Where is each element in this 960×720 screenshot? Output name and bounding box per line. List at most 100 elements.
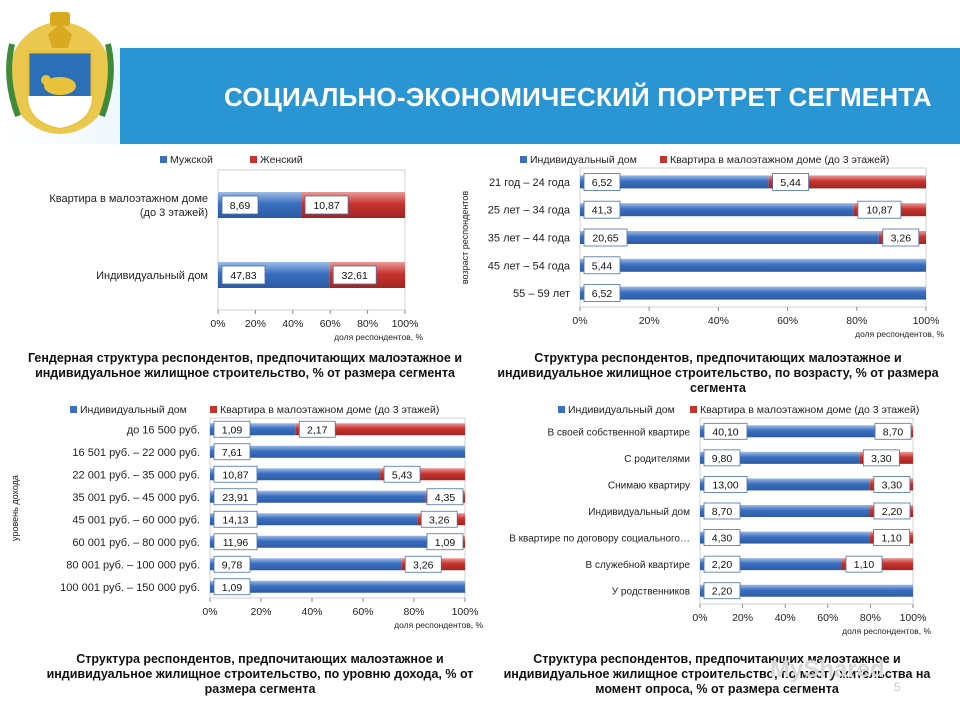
residence-legend-swatch-0 — [558, 406, 565, 413]
residence-xtick-label: 20% — [732, 612, 753, 624]
page-title: СОЦИАЛЬНО-ЭКОНОМИЧЕСКИЙ ПОРТРЕТ СЕГМЕНТА — [224, 82, 932, 112]
residence-category-label: В квартире по договору социального… — [509, 534, 690, 545]
income-bar-blue — [210, 513, 418, 526]
age-data-label-box — [583, 256, 621, 275]
income-xtick-label: 0% — [202, 606, 217, 618]
income-data-label: 10,87 — [222, 469, 248, 481]
income-x-axis-label: доля респондентов, % — [394, 620, 483, 630]
gender-xtick-label: 40% — [282, 318, 303, 330]
income-data-label: 1,09 — [435, 537, 456, 549]
residence-data-label-box — [862, 449, 900, 467]
residence-bar-blue — [700, 584, 913, 597]
age-xtick-label: 0% — [572, 315, 587, 327]
income-bar-blue — [210, 490, 426, 503]
gender-category-label: Индивидуальный дом — [96, 270, 208, 282]
income-bar-blue — [210, 580, 465, 593]
gender-caption: Гендерная структура респондентов, предпо… — [27, 351, 463, 380]
age-data-label-box — [583, 172, 621, 191]
gender-legend-label-0: Мужской — [170, 154, 213, 166]
gender-data-label: 47,83 — [230, 270, 256, 282]
residence-data-label-box — [873, 476, 911, 493]
income-bar-blue — [210, 535, 444, 548]
residence-chart-svg: Индивидуальный дом Квартира в малоэтажном… — [509, 404, 931, 636]
income-plot-frame — [209, 417, 466, 599]
income-data-label: 2,17 — [307, 424, 328, 436]
income-legend-label-0: Индивидуальный дом — [80, 404, 187, 416]
income-data-label-box — [298, 420, 336, 438]
income-data-label: 3,26 — [429, 514, 450, 526]
age-legend-swatch-0 — [520, 156, 527, 163]
age-data-label: 20,65 — [592, 233, 618, 245]
gender-data-label-box — [332, 265, 377, 285]
income-data-label: 7,61 — [222, 447, 243, 459]
income-category-label: 22 001 руб. – 35 000 руб. — [72, 469, 200, 481]
residence-data-label-box — [703, 529, 741, 546]
page-number: 5 — [894, 680, 901, 694]
age-bar-blue — [580, 258, 926, 272]
income-chart: Индивидуальный дом Квартира в малоэтажном… — [10, 400, 490, 635]
gender-xtick-label: 80% — [357, 318, 378, 330]
residence-data-label-box — [873, 529, 911, 546]
gender-data-label: 10,87 — [313, 200, 339, 212]
age-category-label: 45 лет – 54 года — [488, 260, 571, 272]
age-data-label-box — [583, 284, 621, 303]
income-category-label: до 16 500 руб. — [127, 424, 200, 436]
gender-xtick-label: 100% — [392, 318, 419, 330]
income-data-label-box — [213, 488, 258, 506]
age-xtick-label: 60% — [777, 315, 798, 327]
income-caption: Структура респондентов, предпочитающих м… — [46, 652, 474, 696]
residence-category-label: В служебной квартире — [586, 559, 691, 571]
income-bar-blue — [210, 445, 465, 458]
residence-category-label: У родственников — [612, 587, 690, 598]
gender-data-label: 8,69 — [230, 200, 251, 212]
gender-xtick-label: 20% — [245, 318, 266, 330]
income-data-label: 4,35 — [435, 492, 456, 504]
income-chart-svg: Индивидуальный дом Квартира в малоэтажном… — [10, 404, 483, 630]
residence-caption: Структура респондентов, предпочитающих м… — [503, 652, 931, 696]
age-legend-label-1: Квартира в малоэтажном доме (до 3 этажей… — [670, 154, 889, 166]
age-data-label-box — [772, 172, 810, 191]
gender-data-label-box — [221, 265, 266, 285]
income-data-label: 9,78 — [222, 559, 243, 571]
income-legend-swatch-1 — [210, 406, 217, 413]
residence-data-label: 13,00 — [712, 479, 738, 491]
age-data-label: 5,44 — [592, 260, 613, 272]
age-data-label-box — [583, 200, 621, 219]
gender-category-label: (до 3 этажей) — [140, 207, 208, 219]
residence-data-label: 4,30 — [712, 533, 733, 545]
residence-xtick-label: 80% — [860, 612, 881, 624]
residence-data-label-box — [703, 422, 748, 440]
age-bar-blue — [580, 231, 879, 244]
income-legend-swatch-0 — [70, 406, 77, 413]
age-category-label: 35 лет – 44 года — [488, 233, 571, 245]
income-xtick-label: 80% — [403, 606, 424, 618]
age-data-label: 10,87 — [866, 205, 892, 217]
income-data-label-box — [213, 443, 251, 461]
income-data-label-box — [426, 488, 464, 506]
income-category-label: 16 501 руб. – 22 000 руб. — [72, 447, 200, 459]
age-bar-blue — [580, 286, 926, 300]
age-legend-swatch-1 — [660, 156, 667, 163]
watermark: MyShared — [770, 656, 885, 683]
age-caption: Структура респондентов, предпочитающих м… — [497, 351, 939, 395]
residence-data-label: 8,70 — [883, 426, 904, 438]
income-data-label: 23,91 — [222, 492, 248, 504]
age-data-label-box — [583, 228, 628, 247]
residence-data-label: 40,10 — [712, 426, 738, 438]
gender-data-label-box — [221, 195, 259, 215]
residence-data-label: 1,10 — [881, 533, 902, 545]
residence-data-label-box — [873, 502, 911, 520]
income-legend-label-1: Квартира в малоэтажном доме (до 3 этажей… — [220, 404, 439, 416]
residence-data-label-box — [703, 582, 741, 600]
residence-data-label-box — [703, 502, 741, 520]
residence-category-label: В своей собственной квартире — [547, 426, 690, 438]
residence-data-label: 8,70 — [712, 506, 733, 518]
income-xtick-label: 60% — [352, 606, 373, 618]
income-bar-blue — [210, 558, 402, 571]
residence-legend-label-1: Квартира в малоэтажном доме (до 3 этажей… — [700, 404, 919, 416]
residence-data-label: 2,20 — [712, 586, 733, 598]
gender-chart: Мужской Женский 0% 20% 40% 60% 80% 100% доля рес… — [10, 150, 460, 345]
income-category-label: 100 001 руб. – 150 000 руб. — [60, 582, 200, 594]
header-band — [120, 48, 960, 144]
gender-legend-label-1: Женский — [260, 154, 303, 166]
